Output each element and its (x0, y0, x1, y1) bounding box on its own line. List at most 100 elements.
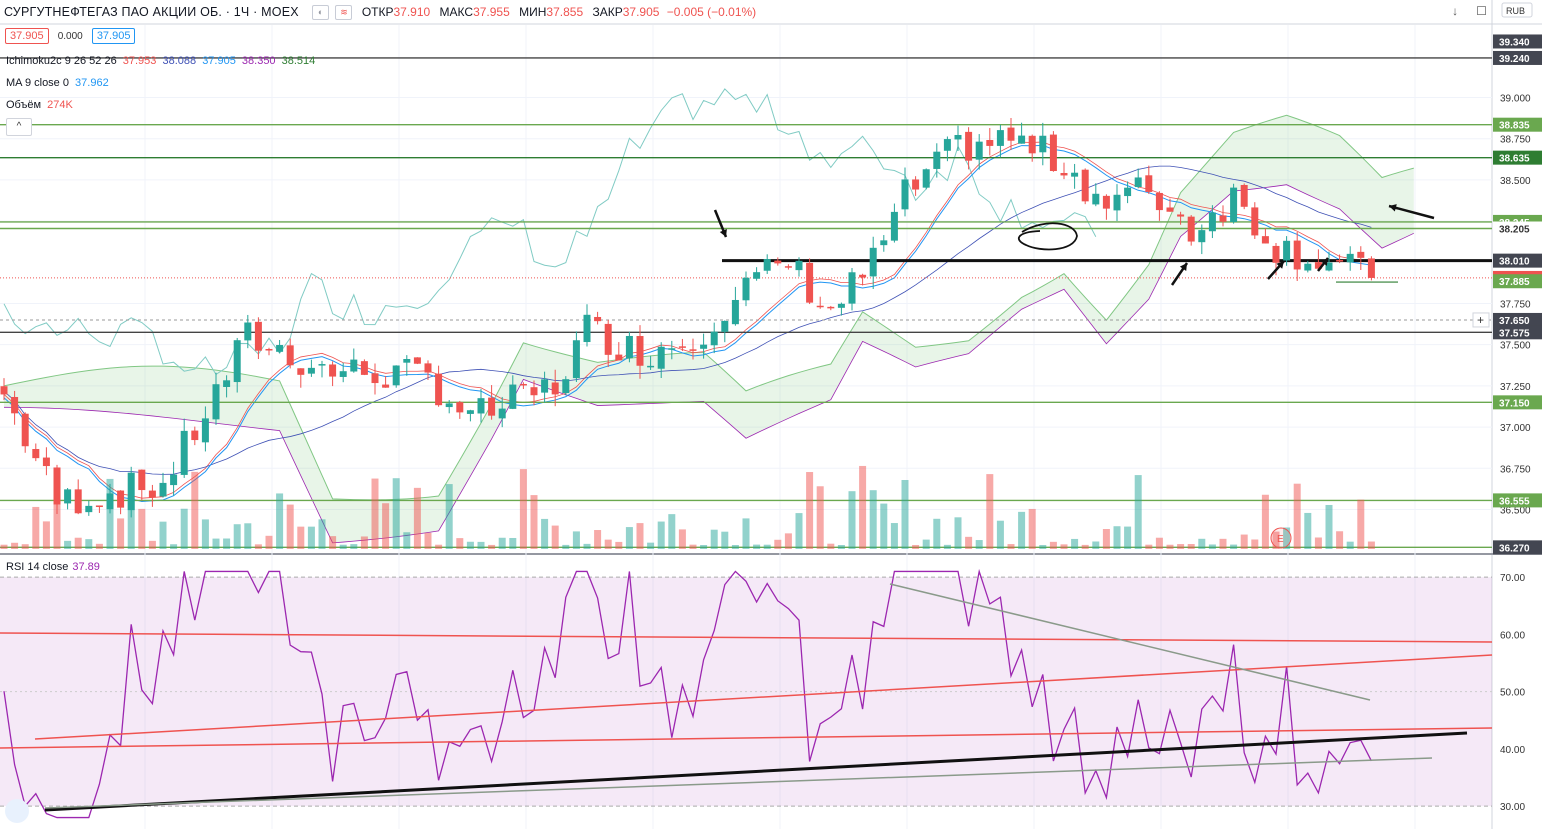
candle-body (127, 472, 135, 511)
volume-bar (74, 537, 82, 549)
volume-bar (95, 543, 103, 549)
change-value: −0.005 (−0.01%) (666, 5, 757, 19)
volume-bar (1261, 494, 1269, 549)
candle-body (848, 272, 856, 304)
volume-bar (244, 523, 252, 549)
ichimoku-legend[interactable]: Ichimoku2c 9 26 52 26 37.953 38.088 37.9… (6, 55, 318, 67)
volume-bar (1039, 544, 1047, 549)
ichimoku-span-b (3, 184, 1414, 544)
candle-body (329, 364, 337, 377)
candle-body (1367, 258, 1375, 278)
volume-bar (201, 519, 209, 549)
candle-body (1102, 195, 1110, 209)
ma-value: 37.962 (75, 77, 109, 89)
candle-body (1092, 193, 1100, 205)
volume-bar (625, 527, 633, 549)
candle-body (1113, 194, 1121, 211)
volume-bar (583, 543, 591, 549)
bell-icon[interactable]: ≋ (335, 5, 353, 21)
symbol-title[interactable]: СУРГУТНЕФТЕГАЗ ПАО АКЦИИ ОБ. · 1Ч · MOEX (4, 5, 299, 19)
add-price-line-button[interactable] (1472, 312, 1490, 328)
annotation-loop (1017, 222, 1078, 251)
volume-bar (1145, 544, 1153, 549)
candle-body (0, 386, 8, 395)
ichimoku-conversion-line (3, 141, 1372, 499)
annotation-arrowhead (1320, 258, 1328, 266)
price-tick-label: 37.750 (1500, 299, 1531, 310)
rsi-tick-label: 40.00 (1500, 745, 1525, 756)
volume-bar (32, 506, 40, 549)
down-arrow-icon[interactable]: ↓ (1452, 4, 1459, 18)
buy-price-button[interactable]: 37.905 (91, 28, 136, 44)
rsi-tick-label: 30.00 (1500, 802, 1525, 813)
candle-body (1261, 236, 1269, 244)
volume-bar (339, 544, 347, 549)
fullscreen-icon[interactable]: ☐ (1476, 4, 1487, 18)
volume-bar (488, 544, 496, 549)
volume-bar (594, 530, 602, 549)
collapse-legend-button[interactable]: ^ (6, 118, 32, 136)
volume-bar (509, 537, 517, 549)
candle-body (201, 418, 209, 443)
volume-bar (106, 478, 114, 549)
candle-body (827, 306, 835, 309)
tradingview-logo[interactable] (5, 799, 29, 823)
candle-body (1007, 127, 1015, 141)
volume-bar (880, 503, 888, 549)
candle-body (360, 361, 368, 375)
volume-bar (530, 495, 538, 549)
candle-body (456, 402, 464, 413)
volume-value: 274K (47, 99, 73, 111)
volume-bar (1251, 539, 1259, 549)
candle-body (519, 383, 527, 386)
volume-bar (329, 536, 337, 549)
candle-body (880, 240, 888, 246)
ichimoku-base-line (3, 165, 1372, 475)
candle-body (700, 344, 708, 349)
price-tick-label: 38.750 (1500, 135, 1531, 146)
sell-price-button[interactable]: 37.905 (5, 28, 49, 44)
ichimoku-value-3: 37.905 (202, 55, 236, 67)
candle-body (541, 379, 549, 393)
rsi-legend[interactable]: RSI 14 close 37.89 (6, 561, 100, 573)
volume-bar (859, 465, 867, 549)
candle-body (159, 482, 167, 497)
candle-body (138, 469, 146, 491)
candle-body (339, 371, 347, 377)
candle-body (1357, 251, 1365, 258)
volume-bar (0, 544, 8, 549)
volume-bar (636, 523, 644, 549)
volume-bar (996, 520, 1004, 549)
candle-body (784, 266, 792, 268)
candle-body (74, 489, 82, 514)
candle-body (233, 340, 241, 383)
close-value: 37.905 (622, 5, 660, 19)
volume-bar (678, 529, 686, 549)
candle-body (392, 365, 400, 386)
candle-body (647, 365, 655, 368)
candle-body (901, 179, 909, 210)
spread-value: 0.000 (51, 30, 89, 43)
low-value: 37.855 (546, 5, 584, 19)
candle-body (922, 169, 930, 188)
ma-legend[interactable]: MA 9 close 0 37.962 (6, 77, 112, 89)
volume-bar (986, 474, 994, 549)
price-label-text: 39.240 (1499, 54, 1530, 65)
candle-body (943, 139, 951, 151)
candle-body (1219, 215, 1227, 222)
price-label-text: 38.635 (1499, 154, 1530, 165)
candle-body (307, 367, 315, 374)
candle-body (95, 505, 103, 508)
candle-body (933, 151, 941, 169)
annotation-arrow (1388, 204, 1435, 220)
volume-bar (477, 541, 485, 549)
candle-body (965, 131, 973, 161)
eye-off-icon[interactable]: ◐ (312, 5, 330, 21)
volume-bar (413, 487, 421, 549)
volume-bar (784, 533, 792, 549)
volume-bar (1272, 531, 1280, 549)
volume-legend[interactable]: Объём 274K (6, 99, 76, 111)
volume-bar (1283, 527, 1291, 549)
annotation-arrowhead (1179, 263, 1187, 271)
